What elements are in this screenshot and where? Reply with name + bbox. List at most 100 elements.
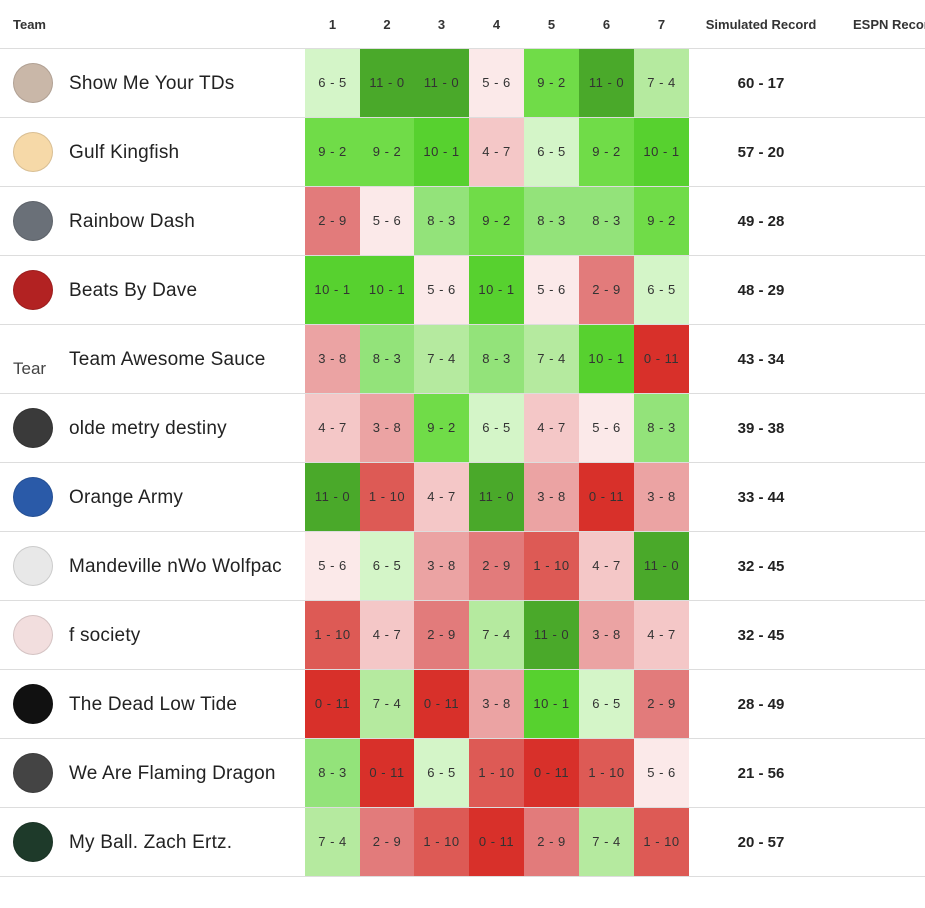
week-record: 6 - 5 <box>524 117 579 187</box>
week-record: 6 - 5 <box>360 531 414 601</box>
week-record: 8 - 3 <box>305 738 360 808</box>
team-cell: Orange Army <box>0 462 305 532</box>
week-record: 2 - 9 <box>524 807 579 877</box>
week-record: 11 - 0 <box>305 462 360 532</box>
week-record: 7 - 4 <box>360 669 414 739</box>
column-header: Team <box>0 0 305 49</box>
espn-record: 7 - 0 <box>833 117 925 187</box>
week-record: 7 - 4 <box>579 807 634 877</box>
week-record: 1 - 10 <box>579 738 634 808</box>
team-name: Orange Army <box>69 486 184 508</box>
team-avatar <box>13 615 53 655</box>
week-record: 11 - 0 <box>414 48 469 118</box>
week-record: 4 - 7 <box>414 462 469 532</box>
team-info: Gulf Kingfish <box>13 132 305 172</box>
team-avatar <box>13 270 53 310</box>
team-avatar: Tear <box>13 339 53 379</box>
week-record: 5 - 6 <box>305 531 360 601</box>
team-avatar <box>13 684 53 724</box>
team-avatar <box>13 477 53 517</box>
simulated-record: 32 - 45 <box>689 600 833 670</box>
week-record: 4 - 7 <box>634 600 689 670</box>
week-record: 4 - 7 <box>305 393 360 463</box>
week-record: 0 - 11 <box>524 738 579 808</box>
week-record: 2 - 9 <box>579 255 634 325</box>
simulated-record: 57 - 20 <box>689 117 833 187</box>
column-header: 5 <box>524 0 579 49</box>
week-record: 9 - 2 <box>524 48 579 118</box>
team-cell: The Dead Low Tide <box>0 669 305 739</box>
espn-record: 2 - 5 <box>833 807 925 877</box>
week-record: 11 - 0 <box>634 531 689 601</box>
week-record: 1 - 10 <box>469 738 524 808</box>
week-record: 11 - 0 <box>524 600 579 670</box>
week-record: 1 - 10 <box>305 600 360 670</box>
week-record: 10 - 1 <box>360 255 414 325</box>
simulated-record: 39 - 38 <box>689 393 833 463</box>
week-record: 7 - 4 <box>524 324 579 394</box>
week-record: 5 - 6 <box>469 48 524 118</box>
week-record: 11 - 0 <box>360 48 414 118</box>
week-record: 3 - 8 <box>634 462 689 532</box>
week-record: 1 - 10 <box>360 462 414 532</box>
week-record: 3 - 8 <box>469 669 524 739</box>
column-header: 4 <box>469 0 524 49</box>
team-info: f society <box>13 615 305 655</box>
week-record: 0 - 11 <box>579 462 634 532</box>
team-cell: Gulf Kingfish <box>0 117 305 187</box>
week-record: 9 - 2 <box>414 393 469 463</box>
week-record: 8 - 3 <box>360 324 414 394</box>
team-cell: Beats By Dave <box>0 255 305 325</box>
simulated-record: 60 - 17 <box>689 48 833 118</box>
week-record: 0 - 11 <box>414 669 469 739</box>
week-record: 10 - 1 <box>524 669 579 739</box>
week-record: 8 - 3 <box>414 186 469 256</box>
simulated-record: 21 - 56 <box>689 738 833 808</box>
team-avatar <box>13 753 53 793</box>
team-cell: Show Me Your TDs <box>0 48 305 118</box>
week-record: 5 - 6 <box>524 255 579 325</box>
team-name: f society <box>69 624 141 646</box>
week-record: 11 - 0 <box>469 462 524 532</box>
team-name: The Dead Low Tide <box>69 693 238 715</box>
week-record: 10 - 1 <box>305 255 360 325</box>
week-record: 3 - 8 <box>305 324 360 394</box>
team-info: olde metry destiny <box>13 408 305 448</box>
week-record: 4 - 7 <box>524 393 579 463</box>
team-info: Show Me Your TDs <box>13 63 305 103</box>
week-record: 6 - 5 <box>469 393 524 463</box>
team-cell: f society <box>0 600 305 670</box>
week-record: 5 - 6 <box>634 738 689 808</box>
simulated-record: 48 - 29 <box>689 255 833 325</box>
week-record: 8 - 3 <box>469 324 524 394</box>
column-header: 2 <box>360 0 414 49</box>
column-header: 1 <box>305 0 360 49</box>
week-record: 3 - 8 <box>360 393 414 463</box>
team-name: Show Me Your TDs <box>69 72 235 94</box>
team-avatar <box>13 132 53 172</box>
week-record: 2 - 9 <box>634 669 689 739</box>
team-cell: olde metry destiny <box>0 393 305 463</box>
week-record: 9 - 2 <box>305 117 360 187</box>
week-record: 10 - 1 <box>634 117 689 187</box>
team-info: Tear Team Awesome Sauce <box>13 339 305 379</box>
week-record: 2 - 9 <box>305 186 360 256</box>
week-record: 3 - 8 <box>414 531 469 601</box>
espn-record: 2 - 5 <box>833 600 925 670</box>
espn-record: 4 - 3 <box>833 462 925 532</box>
team-info: The Dead Low Tide <box>13 684 305 724</box>
week-record: 10 - 1 <box>414 117 469 187</box>
week-record: 4 - 7 <box>469 117 524 187</box>
week-record: 11 - 0 <box>579 48 634 118</box>
